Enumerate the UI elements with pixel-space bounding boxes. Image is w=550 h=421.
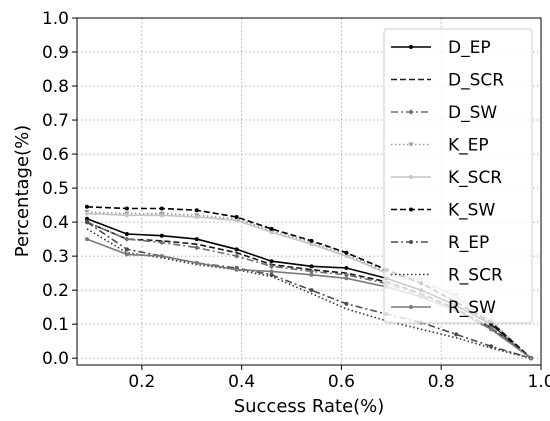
data-point-k-sw <box>194 208 199 213</box>
legend-label: K_EP <box>448 136 489 156</box>
data-point-r-ep <box>344 301 349 306</box>
data-point-k-sw <box>84 204 89 209</box>
data-point-r-ep <box>454 332 459 337</box>
data-point-r-sw <box>489 327 494 332</box>
x-tick-label: 0.2 <box>128 372 155 392</box>
data-point-r-sw <box>124 252 129 257</box>
data-point-k-sw <box>124 206 129 211</box>
y-tick-label: 0.7 <box>42 111 69 131</box>
data-point-d-ep <box>234 247 239 252</box>
axis-ticks: 0.2 0.4 0.6 0.8 1.0 0.0 0.1 0.2 0.3 0.4 0.5 0.6 0.7 0… <box>42 9 550 392</box>
y-tick-label: 0.5 <box>42 179 69 199</box>
legend-marker <box>408 109 414 115</box>
legend-item-r-scr: R_SCR <box>391 266 503 286</box>
y-tick-label: 0.4 <box>42 213 69 233</box>
legend-item-k-sw: K_SW <box>391 201 495 221</box>
data-point-d-sw <box>308 268 315 275</box>
y-tick-label: 0.8 <box>42 77 69 97</box>
data-point-k-scr <box>159 213 164 218</box>
data-point-r-sw <box>234 267 239 272</box>
data-point-d-sw <box>124 236 130 242</box>
legend-item-r-ep: R_EP <box>391 233 489 253</box>
legend-marker <box>408 142 414 147</box>
data-point-d-ep <box>269 259 274 264</box>
y-tick-label: 0.1 <box>42 315 69 335</box>
y-tick-label: 0.9 <box>42 43 69 63</box>
series-line-r-scr <box>86 228 532 359</box>
legend-label: K_SW <box>448 201 495 221</box>
data-point-r-sw <box>309 272 314 277</box>
legend-marker <box>409 305 413 309</box>
data-point-k-scr <box>194 215 199 220</box>
legend-item-d-ep: D_EP <box>391 38 491 58</box>
data-point-d-sw <box>343 272 350 278</box>
legend-marker <box>409 175 413 179</box>
legend-marker <box>409 207 413 212</box>
legend-item-d-sw: D_SW <box>391 103 497 123</box>
data-point-k-scr <box>84 211 89 216</box>
data-point-k-scr <box>234 218 239 223</box>
data-point-d-ep <box>124 232 129 237</box>
data-point-d-sw <box>268 263 275 269</box>
data-point-k-sw <box>309 238 314 243</box>
x-tick-label: 0.6 <box>328 372 355 392</box>
legend-item-k-scr: K_SCR <box>391 168 502 188</box>
data-point-d-ep <box>84 216 89 221</box>
y-tick-label: 0.3 <box>42 247 69 267</box>
data-point-k-sw <box>234 215 239 220</box>
series-r-scr <box>86 228 532 359</box>
data-point-d-sw <box>234 253 240 259</box>
data-point-r-ep <box>124 247 129 252</box>
data-point-r-ep <box>84 220 89 225</box>
x-axis-label: Success Rate(%) <box>234 396 385 417</box>
y-tick-label: 0.2 <box>42 281 69 301</box>
data-point-k-sw <box>344 250 349 255</box>
y-tick-label: 0.6 <box>42 145 69 165</box>
y-tick-label: 0.0 <box>42 349 69 369</box>
x-tick-label: 1.0 <box>527 372 550 392</box>
legend-label: R_EP <box>448 233 489 253</box>
y-axis-label: Percentage(%) <box>12 125 33 257</box>
data-point-k-scr <box>344 254 349 259</box>
legend-item-k-ep: K_EP <box>391 136 489 156</box>
data-point-r-ep <box>489 344 494 349</box>
data-point-r-ep <box>309 288 314 293</box>
data-point-k-scr <box>269 230 274 235</box>
legend-label: K_SCR <box>448 168 502 188</box>
legend-label: D_SCR <box>448 71 504 91</box>
data-point-d-sw <box>194 245 200 251</box>
legend-label: D_EP <box>448 38 491 58</box>
data-point-r-sw <box>194 260 199 265</box>
legend-label: R_SCR <box>448 266 503 286</box>
x-tick-label: 0.4 <box>228 372 255 392</box>
y-tick-label: 1.0 <box>42 9 69 29</box>
data-point-k-scr <box>124 213 129 218</box>
legend-marker <box>409 45 413 49</box>
data-point-d-sw <box>159 239 165 246</box>
legend-marker <box>409 240 413 244</box>
data-point-d-ep <box>344 266 349 271</box>
data-point-d-ep <box>159 233 164 238</box>
legend-item-r-sw: R_SW <box>391 298 496 318</box>
plot-frame <box>76 17 542 366</box>
data-point-r-sw <box>269 269 274 274</box>
legend-item-d-scr: D_SCR <box>391 71 504 91</box>
legend-label: D_SW <box>448 103 497 123</box>
data-point-k-sw <box>159 206 164 211</box>
data-point-r-sw <box>159 254 164 259</box>
data-point-d-ep <box>309 264 314 269</box>
x-tick-label: 0.8 <box>428 372 455 392</box>
data-point-r-sw <box>84 237 89 242</box>
data-point-k-sw <box>269 226 274 231</box>
legend-label: R_SW <box>448 298 496 318</box>
data-point-d-ep <box>194 237 199 242</box>
data-point-r-sw <box>344 276 349 281</box>
data-point-r-sw <box>529 356 534 361</box>
legend-box <box>383 28 533 324</box>
data-point-k-scr <box>309 242 314 247</box>
legend: D_EP D_SCR D_SW K_EP K_SCR K_SW R_EP R_SCR R_SW <box>383 28 533 324</box>
